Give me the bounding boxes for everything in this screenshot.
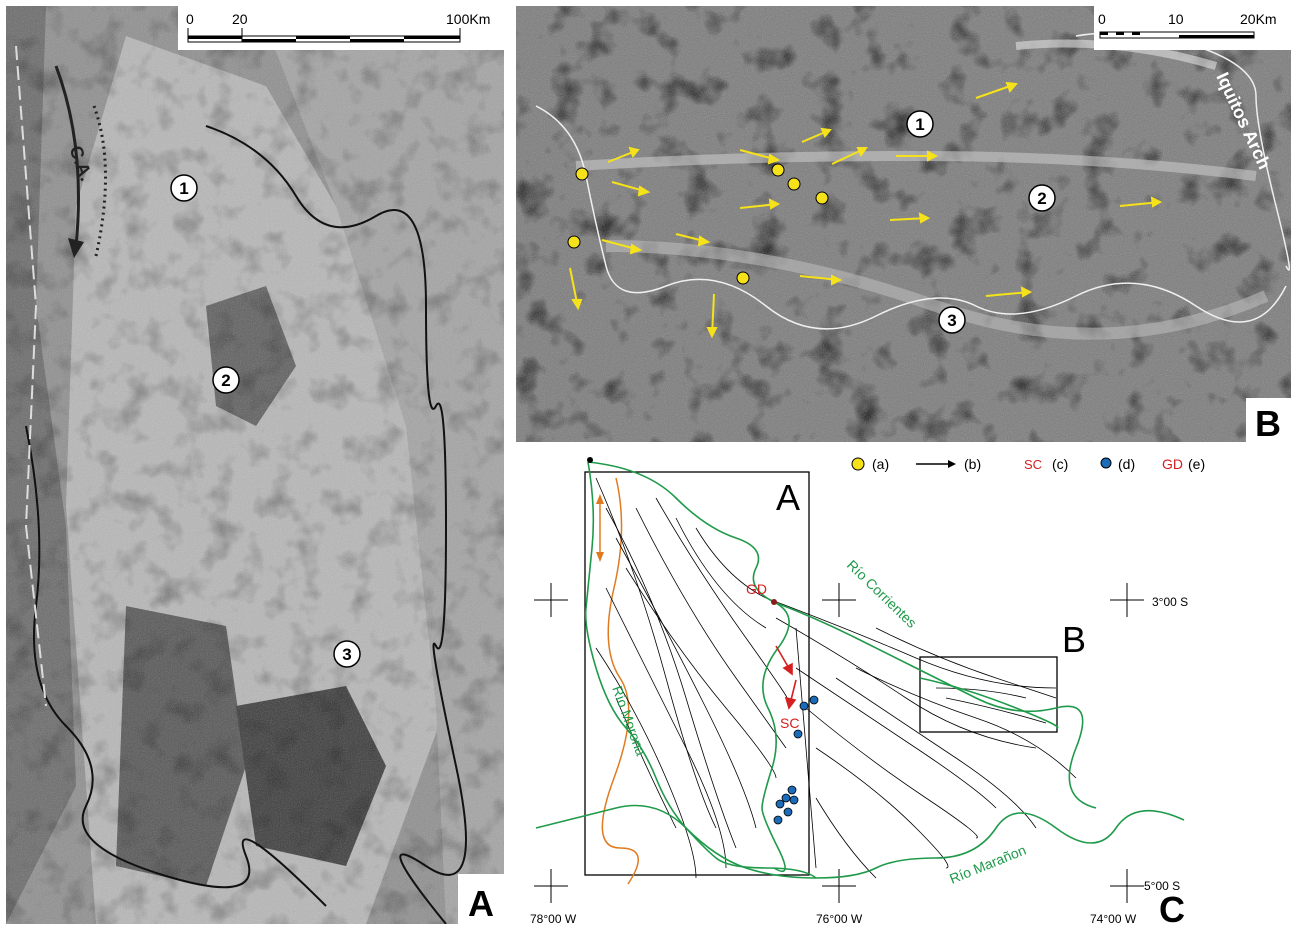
scale-label-0: 0 xyxy=(186,11,194,27)
marker-b-3: 3 xyxy=(938,306,966,334)
svg-text:2: 2 xyxy=(221,371,230,390)
legend-blue-dot-icon xyxy=(1100,457,1112,469)
marker-3: 3 xyxy=(333,640,361,668)
panel-b-letter: B xyxy=(1255,403,1281,442)
flow-arrows xyxy=(569,81,1163,339)
scale-label-20: 20 xyxy=(232,11,248,27)
river-maranon xyxy=(535,804,1185,879)
panel-a-letter-box xyxy=(458,874,504,924)
panel-b-svg: 0 10 20Km Iquitos Arch xyxy=(516,6,1291,442)
river-label-corrientes: Río Corrientes xyxy=(844,557,920,631)
gd-label: GD xyxy=(746,581,767,597)
panel-a-satellite-image: 0 20 100Km C.A. 1 2 3 A xyxy=(6,6,504,924)
svg-text:2: 2 xyxy=(1037,189,1046,208)
panel-c-letter: C xyxy=(1159,889,1185,926)
river-corrientes xyxy=(773,601,1097,809)
svg-text:1: 1 xyxy=(179,179,188,198)
svg-text:0: 0 xyxy=(1098,11,1106,27)
box-b-label: B xyxy=(1062,619,1086,660)
scale-bar: 0 20 100Km xyxy=(186,11,490,43)
svg-text:3: 3 xyxy=(947,311,956,330)
river-label-maranon: Río Marañon xyxy=(947,842,1028,887)
lat-3-label: 3°00 S xyxy=(1152,595,1188,609)
panel-c-svg: (a) (b) SC (c) (d) GD (e) A B xyxy=(530,456,1205,926)
scale-bar-background xyxy=(178,6,504,50)
svg-text:(e): (e) xyxy=(1188,456,1205,472)
legend: (a) (b) SC (c) (d) GD (e) xyxy=(851,456,1205,472)
marker-2: 2 xyxy=(212,366,240,394)
svg-text:20Km: 20Km xyxy=(1240,11,1277,27)
panel-b-satellite-image: 0 10 20Km Iquitos Arch xyxy=(516,6,1291,442)
lon-78-label: 78°00 W xyxy=(530,912,577,926)
legend-sc-symbol: SC xyxy=(1024,457,1042,472)
river-corrientes-upper xyxy=(587,461,790,873)
svg-text:(b): (b) xyxy=(964,456,981,472)
scale-bar-b-background xyxy=(1094,6,1291,50)
box-a-label: A xyxy=(776,477,800,518)
marker-1: 1 xyxy=(170,174,198,202)
svg-text:1: 1 xyxy=(915,115,924,134)
scale-bar-b: 0 10 20Km xyxy=(1098,11,1277,39)
svg-text:(d): (d) xyxy=(1118,456,1135,472)
river-3 xyxy=(535,105,1287,330)
lon-76-label: 76°00 W xyxy=(816,912,863,926)
panel-b-letter-box xyxy=(1246,398,1291,442)
legend-yellow-dot-icon xyxy=(851,457,865,471)
river-morona xyxy=(584,461,817,879)
yellow-dots xyxy=(567,163,829,285)
sc-arrows xyxy=(775,645,797,710)
sc-label: SC xyxy=(780,715,799,731)
panel-a-svg: 0 20 100Km C.A. 1 2 3 A xyxy=(6,6,504,924)
gd-start-point xyxy=(587,457,593,463)
legend-arrow-icon xyxy=(916,460,956,468)
legend-gd-symbol: GD xyxy=(1162,456,1183,472)
lon-74-label: 74°00 W xyxy=(1090,912,1137,926)
gd-point xyxy=(771,599,777,605)
crosshairs xyxy=(534,583,1144,903)
river-line xyxy=(25,425,327,907)
blue-dots xyxy=(773,695,819,825)
panel-a-letter: A xyxy=(468,883,494,924)
green-rivers xyxy=(535,461,1185,879)
svg-text:3: 3 xyxy=(342,645,351,664)
orange-boundary xyxy=(596,477,639,885)
panel-c-line-map: (a) (b) SC (c) (d) GD (e) A B xyxy=(516,448,1291,926)
svg-text:10: 10 xyxy=(1168,11,1184,27)
svg-text:(c): (c) xyxy=(1052,456,1068,472)
marker-b-2: 2 xyxy=(1028,184,1056,212)
marker-b-1: 1 xyxy=(906,110,934,138)
river-line xyxy=(205,125,467,924)
lat-5-label: 5°00 S xyxy=(1144,879,1180,893)
scale-label-100: 100Km xyxy=(446,11,490,27)
box-a xyxy=(584,471,810,876)
box-b xyxy=(919,656,1058,733)
river-label-morona: Río Morona xyxy=(609,684,649,758)
svg-text:(a): (a) xyxy=(872,456,889,472)
